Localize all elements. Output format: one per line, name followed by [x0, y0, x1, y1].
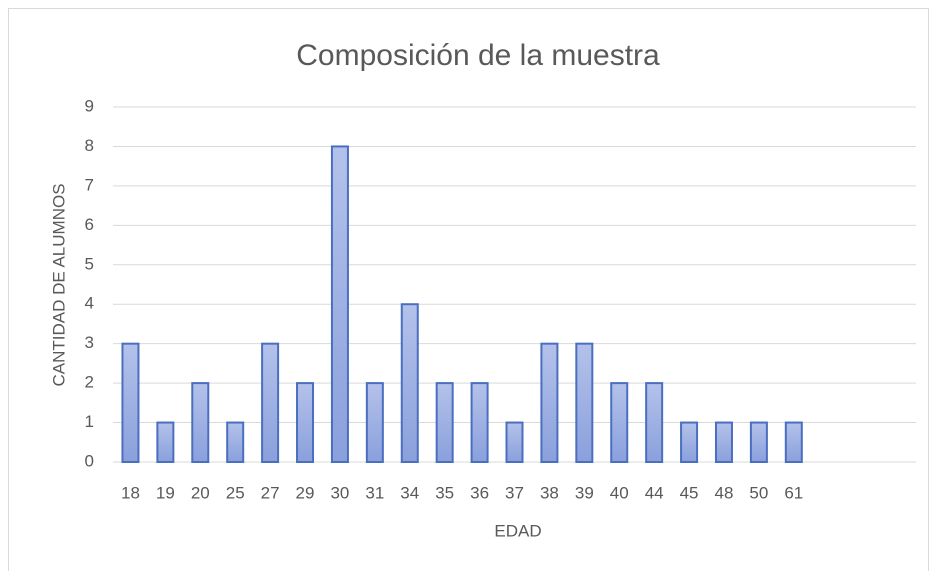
bar: [610, 382, 629, 463]
bar: [749, 421, 768, 463]
bar: [330, 145, 349, 463]
x-tick-label: 36: [470, 483, 489, 502]
bar: [505, 421, 524, 463]
bar: [400, 303, 419, 463]
x-tick-label: 48: [715, 483, 734, 502]
bar: [784, 421, 803, 463]
x-tick-label: 19: [156, 483, 175, 502]
bar: [470, 382, 489, 463]
y-axis-label: CANTIDAD DE ALUMNOS: [49, 183, 68, 386]
chart-title: Composición de la muestra: [296, 39, 660, 72]
y-tick-label: 1: [85, 412, 94, 431]
x-tick-label: 34: [400, 483, 419, 502]
bar: [365, 382, 384, 463]
x-tick-label: 29: [296, 483, 315, 502]
bar: [575, 342, 594, 463]
bar: [645, 382, 664, 463]
y-tick-label: 6: [85, 215, 94, 234]
bar: [226, 421, 245, 463]
x-tick-label: 31: [365, 483, 384, 502]
bar: [156, 421, 175, 463]
x-tick-label: 37: [505, 483, 524, 502]
bar: [191, 382, 210, 463]
y-tick-label: 9: [85, 96, 94, 115]
bar: [435, 382, 454, 463]
x-tick-label: 25: [226, 483, 245, 502]
bar: [540, 342, 559, 463]
bar: [680, 421, 699, 463]
x-tick-label: 44: [645, 483, 664, 502]
bar: [121, 342, 140, 463]
x-tick-label: 18: [121, 483, 140, 502]
x-tick-label: 20: [191, 483, 210, 502]
x-tick-label: 38: [540, 483, 559, 502]
x-tick-label: 61: [784, 483, 803, 502]
x-tick-label: 30: [330, 483, 349, 502]
x-tick-label: 35: [435, 483, 454, 502]
x-tick-label: 40: [610, 483, 629, 502]
y-tick-label: 4: [85, 294, 94, 313]
x-tick-label: 50: [749, 483, 768, 502]
x-axis-label: EDAD: [494, 521, 541, 540]
y-tick-label: 5: [85, 254, 94, 273]
bar: [261, 342, 280, 463]
chart-frame: [8, 8, 929, 571]
x-tick-label: 27: [261, 483, 280, 502]
x-tick-label: 45: [680, 483, 699, 502]
bar: [296, 382, 315, 463]
y-tick-label: 0: [85, 451, 94, 470]
y-tick-label: 7: [85, 175, 94, 194]
y-tick-label: 2: [85, 373, 94, 392]
x-tick-label: 39: [575, 483, 594, 502]
y-tick-label: 3: [85, 333, 94, 352]
y-tick-label: 8: [85, 136, 94, 155]
bar: [714, 421, 733, 463]
